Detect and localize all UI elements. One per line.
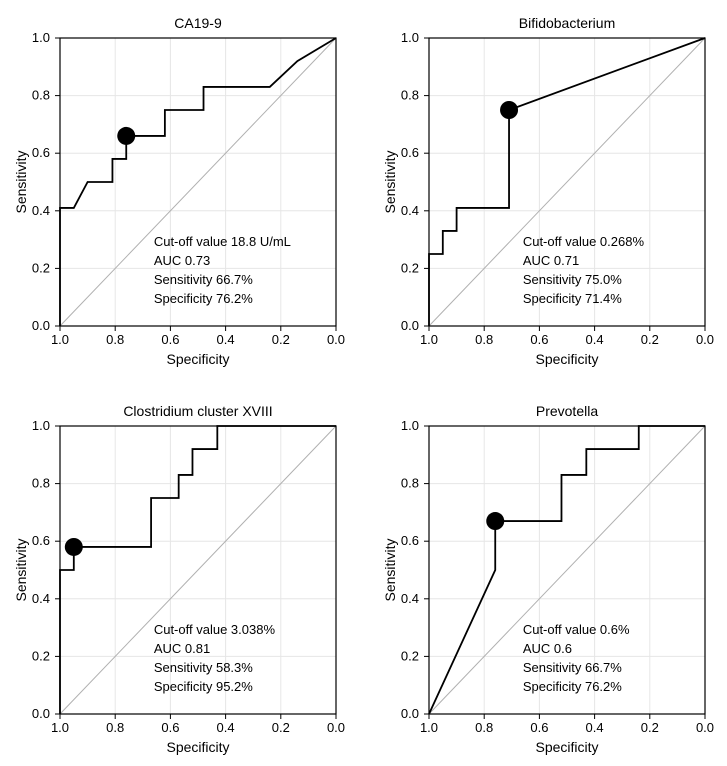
y-tick-label: 0.0 (32, 318, 50, 333)
panel-title: CA19-9 (174, 15, 222, 31)
x-tick-label: 1.0 (51, 332, 69, 347)
y-tick-label: 0.4 (32, 591, 50, 606)
y-axis-label: Sensitivity (382, 150, 398, 213)
x-tick-label: 0.2 (640, 720, 658, 735)
cutoff-marker (65, 538, 83, 556)
panel-title: Clostridium cluster XVIII (123, 403, 272, 419)
x-tick-label: 0.8 (475, 720, 493, 735)
x-tick-label: 0.6 (161, 720, 179, 735)
x-tick-label: 0.0 (327, 720, 345, 735)
y-tick-label: 0.8 (32, 476, 50, 491)
cutoff-marker (486, 512, 504, 530)
roc-svg: 0.00.20.40.60.81.00.00.20.40.60.81.0Spec… (10, 10, 348, 368)
y-tick-label: 1.0 (32, 418, 50, 433)
x-tick-label: 1.0 (419, 720, 437, 735)
x-tick-label: 0.2 (272, 332, 290, 347)
roc-svg: 0.00.20.40.60.81.00.00.20.40.60.81.0Spec… (379, 398, 717, 756)
y-tick-label: 0.4 (400, 591, 418, 606)
y-tick-label: 0.4 (400, 203, 418, 218)
y-axis-label: Sensitivity (13, 538, 29, 601)
cutoff-marker (500, 101, 518, 119)
y-tick-label: 1.0 (32, 30, 50, 45)
roc-svg: 0.00.20.40.60.81.00.00.20.40.60.81.0Spec… (10, 398, 348, 756)
x-axis-label: Specificity (535, 351, 598, 367)
annotation-line: Cut-off value 0.6% (522, 622, 629, 637)
x-tick-label: 0.4 (217, 332, 235, 347)
x-tick-label: 0.6 (161, 332, 179, 347)
x-axis-label: Specificity (166, 739, 229, 755)
y-tick-label: 0.6 (400, 533, 418, 548)
x-tick-label: 0.6 (530, 720, 548, 735)
annotation-line: Specificity 76.2% (154, 291, 253, 306)
annotation-line: Cut-off value 3.038% (154, 622, 276, 637)
y-tick-label: 0.2 (400, 648, 418, 663)
x-tick-label: 0.8 (106, 332, 124, 347)
roc-panel: 0.00.20.40.60.81.00.00.20.40.60.81.0Spec… (10, 398, 349, 756)
x-tick-label: 0.8 (475, 332, 493, 347)
x-tick-label: 0.0 (695, 720, 713, 735)
y-tick-label: 0.0 (400, 706, 418, 721)
annotation-line: Cut-off value 0.268% (522, 234, 644, 249)
annotation-line: Sensitivity 66.7% (522, 660, 621, 675)
roc-panel: 0.00.20.40.60.81.00.00.20.40.60.81.0Spec… (10, 10, 349, 368)
annotation-line: Specificity 95.2% (154, 679, 253, 694)
annotation-line: Sensitivity 66.7% (154, 272, 253, 287)
y-tick-label: 0.2 (32, 260, 50, 275)
annotation-line: Specificity 71.4% (522, 291, 621, 306)
annotation-line: AUC 0.73 (154, 253, 210, 268)
x-tick-label: 0.0 (695, 332, 713, 347)
y-axis-label: Sensitivity (382, 538, 398, 601)
annotation-line: Sensitivity 75.0% (522, 272, 621, 287)
y-tick-label: 0.6 (32, 145, 50, 160)
x-tick-label: 0.4 (217, 720, 235, 735)
y-tick-label: 1.0 (400, 30, 418, 45)
panel-title: Bifidobacterium (518, 15, 615, 31)
y-tick-label: 0.6 (32, 533, 50, 548)
y-tick-label: 1.0 (400, 418, 418, 433)
annotation-line: AUC 0.6 (522, 641, 571, 656)
panel-title: Prevotella (535, 403, 597, 419)
x-tick-label: 0.0 (327, 332, 345, 347)
y-tick-label: 0.0 (32, 706, 50, 721)
x-tick-label: 0.6 (530, 332, 548, 347)
x-tick-label: 0.2 (640, 332, 658, 347)
x-axis-label: Specificity (166, 351, 229, 367)
y-tick-label: 0.8 (32, 88, 50, 103)
annotation-line: Sensitivity 58.3% (154, 660, 253, 675)
annotation-line: AUC 0.81 (154, 641, 210, 656)
annotation-line: Cut-off value 18.8 U/mL (154, 234, 291, 249)
x-tick-label: 0.4 (585, 332, 603, 347)
y-tick-label: 0.8 (400, 476, 418, 491)
cutoff-marker (117, 127, 135, 145)
x-tick-label: 1.0 (419, 332, 437, 347)
y-tick-label: 0.6 (400, 145, 418, 160)
annotation-line: AUC 0.71 (522, 253, 578, 268)
y-axis-label: Sensitivity (13, 150, 29, 213)
roc-panel: 0.00.20.40.60.81.00.00.20.40.60.81.0Spec… (379, 10, 718, 368)
y-tick-label: 0.4 (32, 203, 50, 218)
x-tick-label: 1.0 (51, 720, 69, 735)
y-tick-label: 0.8 (400, 88, 418, 103)
x-tick-label: 0.4 (585, 720, 603, 735)
roc-panel: 0.00.20.40.60.81.00.00.20.40.60.81.0Spec… (379, 398, 718, 756)
x-tick-label: 0.2 (272, 720, 290, 735)
y-tick-label: 0.2 (32, 648, 50, 663)
roc-svg: 0.00.20.40.60.81.00.00.20.40.60.81.0Spec… (379, 10, 717, 368)
x-tick-label: 0.8 (106, 720, 124, 735)
annotation-line: Specificity 76.2% (522, 679, 621, 694)
y-tick-label: 0.2 (400, 260, 418, 275)
x-axis-label: Specificity (535, 739, 598, 755)
y-tick-label: 0.0 (400, 318, 418, 333)
